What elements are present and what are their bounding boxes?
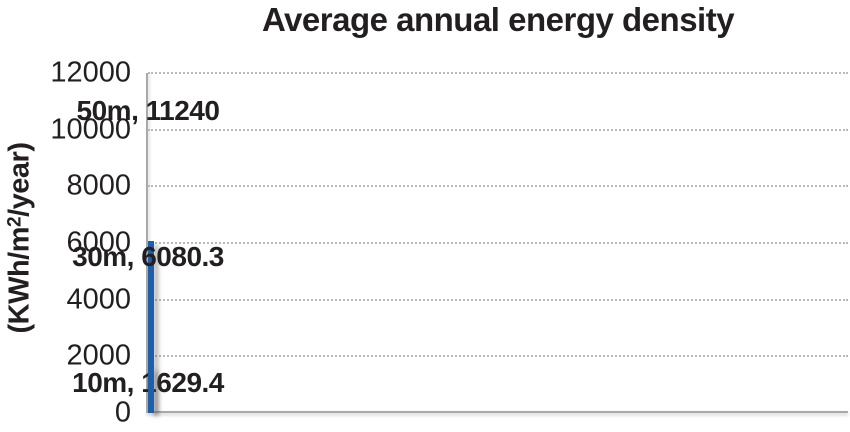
x-axis-line [146,411,848,413]
y-tick-label-10000: 10000 [50,113,131,146]
y-tick-label-12000: 12000 [50,56,131,89]
y-tick-label-2000: 2000 [66,339,131,372]
y-tick-label-4000: 4000 [66,283,131,316]
gridline-12000 [148,72,848,74]
y-tick-label-6000: 6000 [66,226,131,259]
y-axis-line [146,73,148,413]
bar-data-label-50m: 50m, 11240 [76,94,220,126]
gridline-6000 [148,242,848,244]
gridline-10000 [148,128,848,131]
plot-area: 10m, 1629.4 30m, 6080.3 50m, 11240 [72,72,848,413]
y-tick-label-8000: 8000 [66,169,131,202]
y-tick-label-0: 0 [114,396,131,429]
gridline-2000 [148,355,848,358]
gridline-4000 [148,298,848,301]
gridline-8000 [148,185,848,188]
y-axis-tick-labels: 0 2000 4000 6000 8000 10000 12000 [0,57,131,429]
chart-title: Average annual energy density [261,1,735,38]
bar-30m [148,240,154,413]
bar-data-label-30m: 30m, 6080.3 [72,240,224,272]
